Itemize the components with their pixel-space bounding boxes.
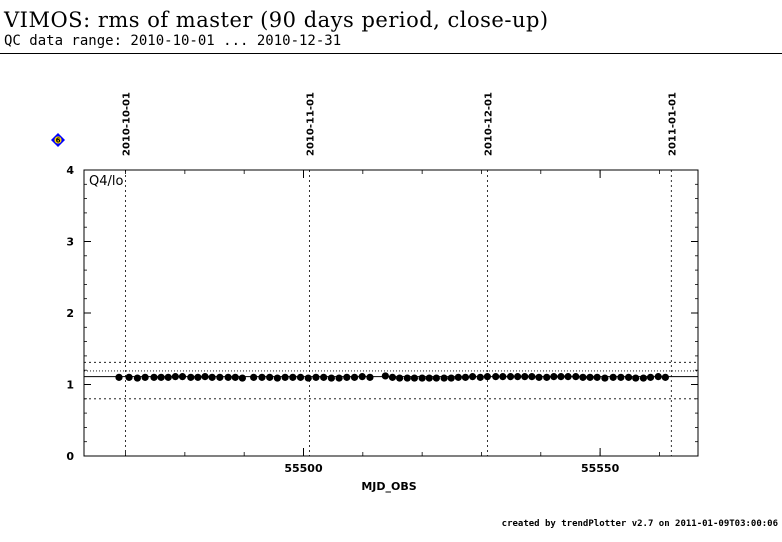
data-point bbox=[231, 373, 239, 381]
data-point bbox=[646, 373, 655, 381]
date-mark-label: 2010-12-01 bbox=[483, 92, 494, 156]
data-point bbox=[654, 373, 662, 381]
data-point bbox=[201, 373, 209, 381]
data-point bbox=[296, 373, 305, 381]
data-point bbox=[312, 373, 320, 381]
data-point bbox=[543, 373, 551, 381]
data-point bbox=[499, 373, 507, 381]
data-point bbox=[335, 374, 343, 382]
data-point bbox=[514, 373, 522, 381]
data-point bbox=[432, 374, 440, 382]
data-point bbox=[115, 373, 123, 381]
data-point bbox=[476, 373, 484, 381]
data-point bbox=[601, 374, 609, 382]
data-range-subtitle: QC data range: 2010-10-01 ... 2010-12-31 bbox=[4, 33, 342, 49]
data-point bbox=[492, 373, 500, 381]
score-marker-label: 6 bbox=[56, 137, 61, 145]
data-point bbox=[396, 374, 404, 382]
data-point bbox=[468, 373, 477, 381]
y-tick-label: 4 bbox=[66, 164, 74, 177]
data-point bbox=[350, 373, 359, 381]
data-point bbox=[133, 374, 141, 382]
data-point bbox=[381, 372, 389, 380]
data-point bbox=[343, 373, 351, 381]
data-point bbox=[521, 373, 529, 381]
data-point bbox=[366, 373, 374, 381]
data-point bbox=[125, 373, 133, 381]
data-point bbox=[327, 374, 335, 382]
page-title: VIMOS: rms of master (90 days period, cl… bbox=[4, 8, 549, 32]
data-point bbox=[579, 373, 587, 381]
data-point bbox=[171, 373, 179, 381]
data-point bbox=[617, 373, 625, 381]
data-point bbox=[216, 373, 224, 381]
data-point bbox=[403, 374, 411, 382]
data-point bbox=[572, 373, 580, 381]
x-tick-label: 55550 bbox=[581, 462, 620, 475]
data-point bbox=[410, 374, 419, 382]
y-tick-label: 2 bbox=[66, 307, 74, 320]
data-point bbox=[661, 373, 669, 381]
y-tick-label: 0 bbox=[66, 450, 74, 463]
data-point bbox=[250, 373, 258, 381]
header-divider bbox=[0, 53, 782, 54]
data-point bbox=[194, 373, 202, 381]
y-tick-label: 1 bbox=[66, 379, 74, 392]
data-point bbox=[535, 373, 543, 381]
data-point bbox=[150, 373, 158, 381]
data-point bbox=[266, 373, 274, 381]
data-point bbox=[358, 373, 366, 381]
data-point bbox=[624, 373, 633, 381]
data-point bbox=[440, 374, 448, 382]
panel-label: Q4/lo bbox=[89, 174, 123, 189]
data-point bbox=[141, 373, 149, 381]
data-point bbox=[483, 373, 492, 381]
data-point bbox=[586, 373, 594, 381]
data-point bbox=[506, 373, 515, 381]
data-point bbox=[609, 373, 617, 381]
data-point bbox=[528, 373, 536, 381]
data-point bbox=[164, 373, 172, 381]
date-mark-label: 2010-11-01 bbox=[305, 92, 316, 156]
data-point bbox=[238, 374, 246, 382]
data-point bbox=[320, 373, 328, 381]
data-point bbox=[388, 373, 397, 381]
plot-frame bbox=[83, 169, 699, 457]
date-mark-label: 2011-01-01 bbox=[667, 92, 678, 156]
data-point bbox=[258, 373, 266, 381]
score-marker-icon: 6 bbox=[51, 133, 65, 147]
data-point bbox=[281, 373, 289, 381]
data-point bbox=[187, 373, 195, 381]
data-point bbox=[593, 373, 601, 381]
data-point bbox=[639, 374, 648, 382]
x-axis-label: MJD_OBS bbox=[361, 480, 416, 493]
data-point bbox=[178, 373, 187, 381]
data-point bbox=[418, 374, 426, 382]
data-point bbox=[208, 373, 216, 381]
data-point bbox=[557, 373, 565, 381]
data-point bbox=[224, 373, 232, 381]
data-point bbox=[454, 373, 462, 381]
data-point bbox=[632, 374, 640, 382]
date-mark-label: 2010-10-01 bbox=[122, 92, 133, 156]
data-point bbox=[273, 374, 281, 382]
data-point bbox=[564, 373, 572, 381]
data-point bbox=[425, 374, 433, 382]
data-point bbox=[447, 374, 455, 382]
data-point bbox=[304, 374, 312, 382]
data-point bbox=[289, 373, 297, 381]
x-tick-label: 55500 bbox=[284, 462, 323, 475]
footer-credit: created by trendPlotter v2.7 on 2011-01-… bbox=[501, 519, 778, 529]
y-tick-label: 3 bbox=[66, 236, 74, 249]
data-point bbox=[157, 373, 165, 381]
data-point bbox=[550, 373, 558, 381]
data-point bbox=[461, 373, 470, 381]
